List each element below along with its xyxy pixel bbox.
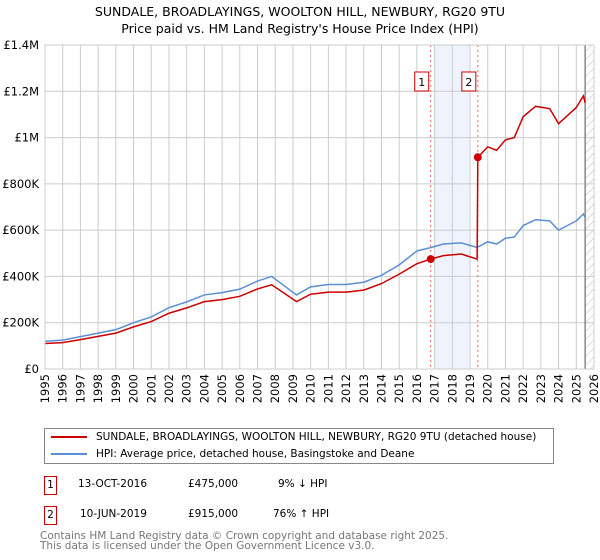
y-tick-label: £400K <box>2 269 39 283</box>
sale-point <box>473 153 482 162</box>
chart: 1995 1996 1997 1998 1999 2000 2001 2002 2003 2004… <box>2 38 600 403</box>
sale-label-box <box>414 71 430 92</box>
x-tick-label: 1995 <box>38 374 52 403</box>
y-tick-label: £1M <box>14 131 39 145</box>
legend: SUNDALE, BROADLAYINGS, WOOLTON HILL, NEW… <box>44 428 554 464</box>
y-tick-label: £0 <box>24 362 39 376</box>
x-tick-label: 2026 <box>587 374 600 403</box>
x-tick-label: 2011 <box>321 374 335 403</box>
x-tick-label: 2009 <box>286 374 300 403</box>
x-tick-label: 2012 <box>339 374 353 403</box>
legend-item-hpi: HPI: Average price, detached house, Basi… <box>45 446 414 462</box>
x-tick-label: 1998 <box>91 374 105 403</box>
x-tick-label: 2019 <box>463 374 477 403</box>
legend-label: SUNDALE, BROADLAYINGS, WOOLTON HILL, NEW… <box>96 431 537 443</box>
sale-price: £475,000 <box>188 478 239 490</box>
x-tick-label: 1999 <box>109 374 123 403</box>
sale-marker: 2 <box>44 506 57 525</box>
sale-price: £915,000 <box>188 508 239 520</box>
x-tick-label: 2002 <box>162 374 176 403</box>
x-tick-label: 2018 <box>445 374 459 403</box>
x-tick-label: 1996 <box>56 374 70 403</box>
legend-label: HPI: Average price, detached house, Basi… <box>96 448 415 460</box>
sale-hpi: 76% ↑ HPI <box>273 508 330 520</box>
x-tick-label: 2022 <box>516 374 530 403</box>
sale-date: 13-OCT-2016 <box>78 478 147 490</box>
plot-frame <box>44 44 595 370</box>
x-tick-label: 2008 <box>268 374 282 403</box>
y-tick-label: £200K <box>2 316 39 330</box>
x-tick-label: 2013 <box>357 374 371 403</box>
x-tick-label: 2025 <box>569 374 583 403</box>
legend-swatch-blue <box>51 453 87 455</box>
y-tick-label: £1.2M <box>3 84 39 98</box>
chart-subtitle: Price paid vs. HM Land Registry's House … <box>121 21 479 36</box>
x-tick-label: 2020 <box>481 374 495 403</box>
x-tick-label: 2021 <box>498 374 512 403</box>
x-tick-label: 2004 <box>197 374 211 403</box>
series-hpi-line <box>44 212 586 342</box>
x-tick-label: 2006 <box>233 374 247 403</box>
chart-title: SUNDALE, BROADLAYINGS, WOOLTON HILL, NEW… <box>94 4 506 19</box>
sale-label: 2 <box>465 76 472 89</box>
x-tick-label: 2016 <box>410 374 424 403</box>
legend-swatch-red <box>51 436 87 438</box>
sale-point <box>426 255 435 264</box>
x-tick-label: 2007 <box>251 374 265 403</box>
x-tick-label: 2000 <box>127 374 141 403</box>
series-property-line <box>44 94 586 345</box>
x-tick-label: 2014 <box>374 374 388 403</box>
footer: Contains HM Land Registry data © Crown c… <box>40 530 449 552</box>
sale-hpi: 9% ↓ HPI <box>278 478 328 490</box>
x-tick-label: 2010 <box>304 374 318 403</box>
sale-label-box <box>461 71 477 92</box>
x-tick-label: 2024 <box>552 374 566 403</box>
legend-item-property: SUNDALE, BROADLAYINGS, WOOLTON HILL, NEW… <box>45 429 536 445</box>
x-tick-label: 2015 <box>392 374 406 403</box>
forecast-hatch <box>585 45 594 369</box>
x-tick-label: 2023 <box>534 374 548 403</box>
footer-line: Contains HM Land Registry data © Crown c… <box>40 530 449 542</box>
y-tick-label: £600K <box>2 223 39 237</box>
x-tick-label: 2001 <box>144 374 158 403</box>
x-tick-label: 2003 <box>180 374 194 403</box>
sale-label: 1 <box>418 76 425 89</box>
sale-marker: 1 <box>44 476 57 495</box>
x-tick-label: 1997 <box>73 374 87 403</box>
x-tick-label: 2017 <box>428 374 442 403</box>
footer-line: This data is licensed under the Open Gov… <box>40 540 375 552</box>
sale-date: 10-JUN-2019 <box>80 508 147 520</box>
y-tick-label: £1.4M <box>3 38 39 52</box>
x-tick-label: 2005 <box>215 374 229 403</box>
y-tick-label: £800K <box>2 177 39 191</box>
